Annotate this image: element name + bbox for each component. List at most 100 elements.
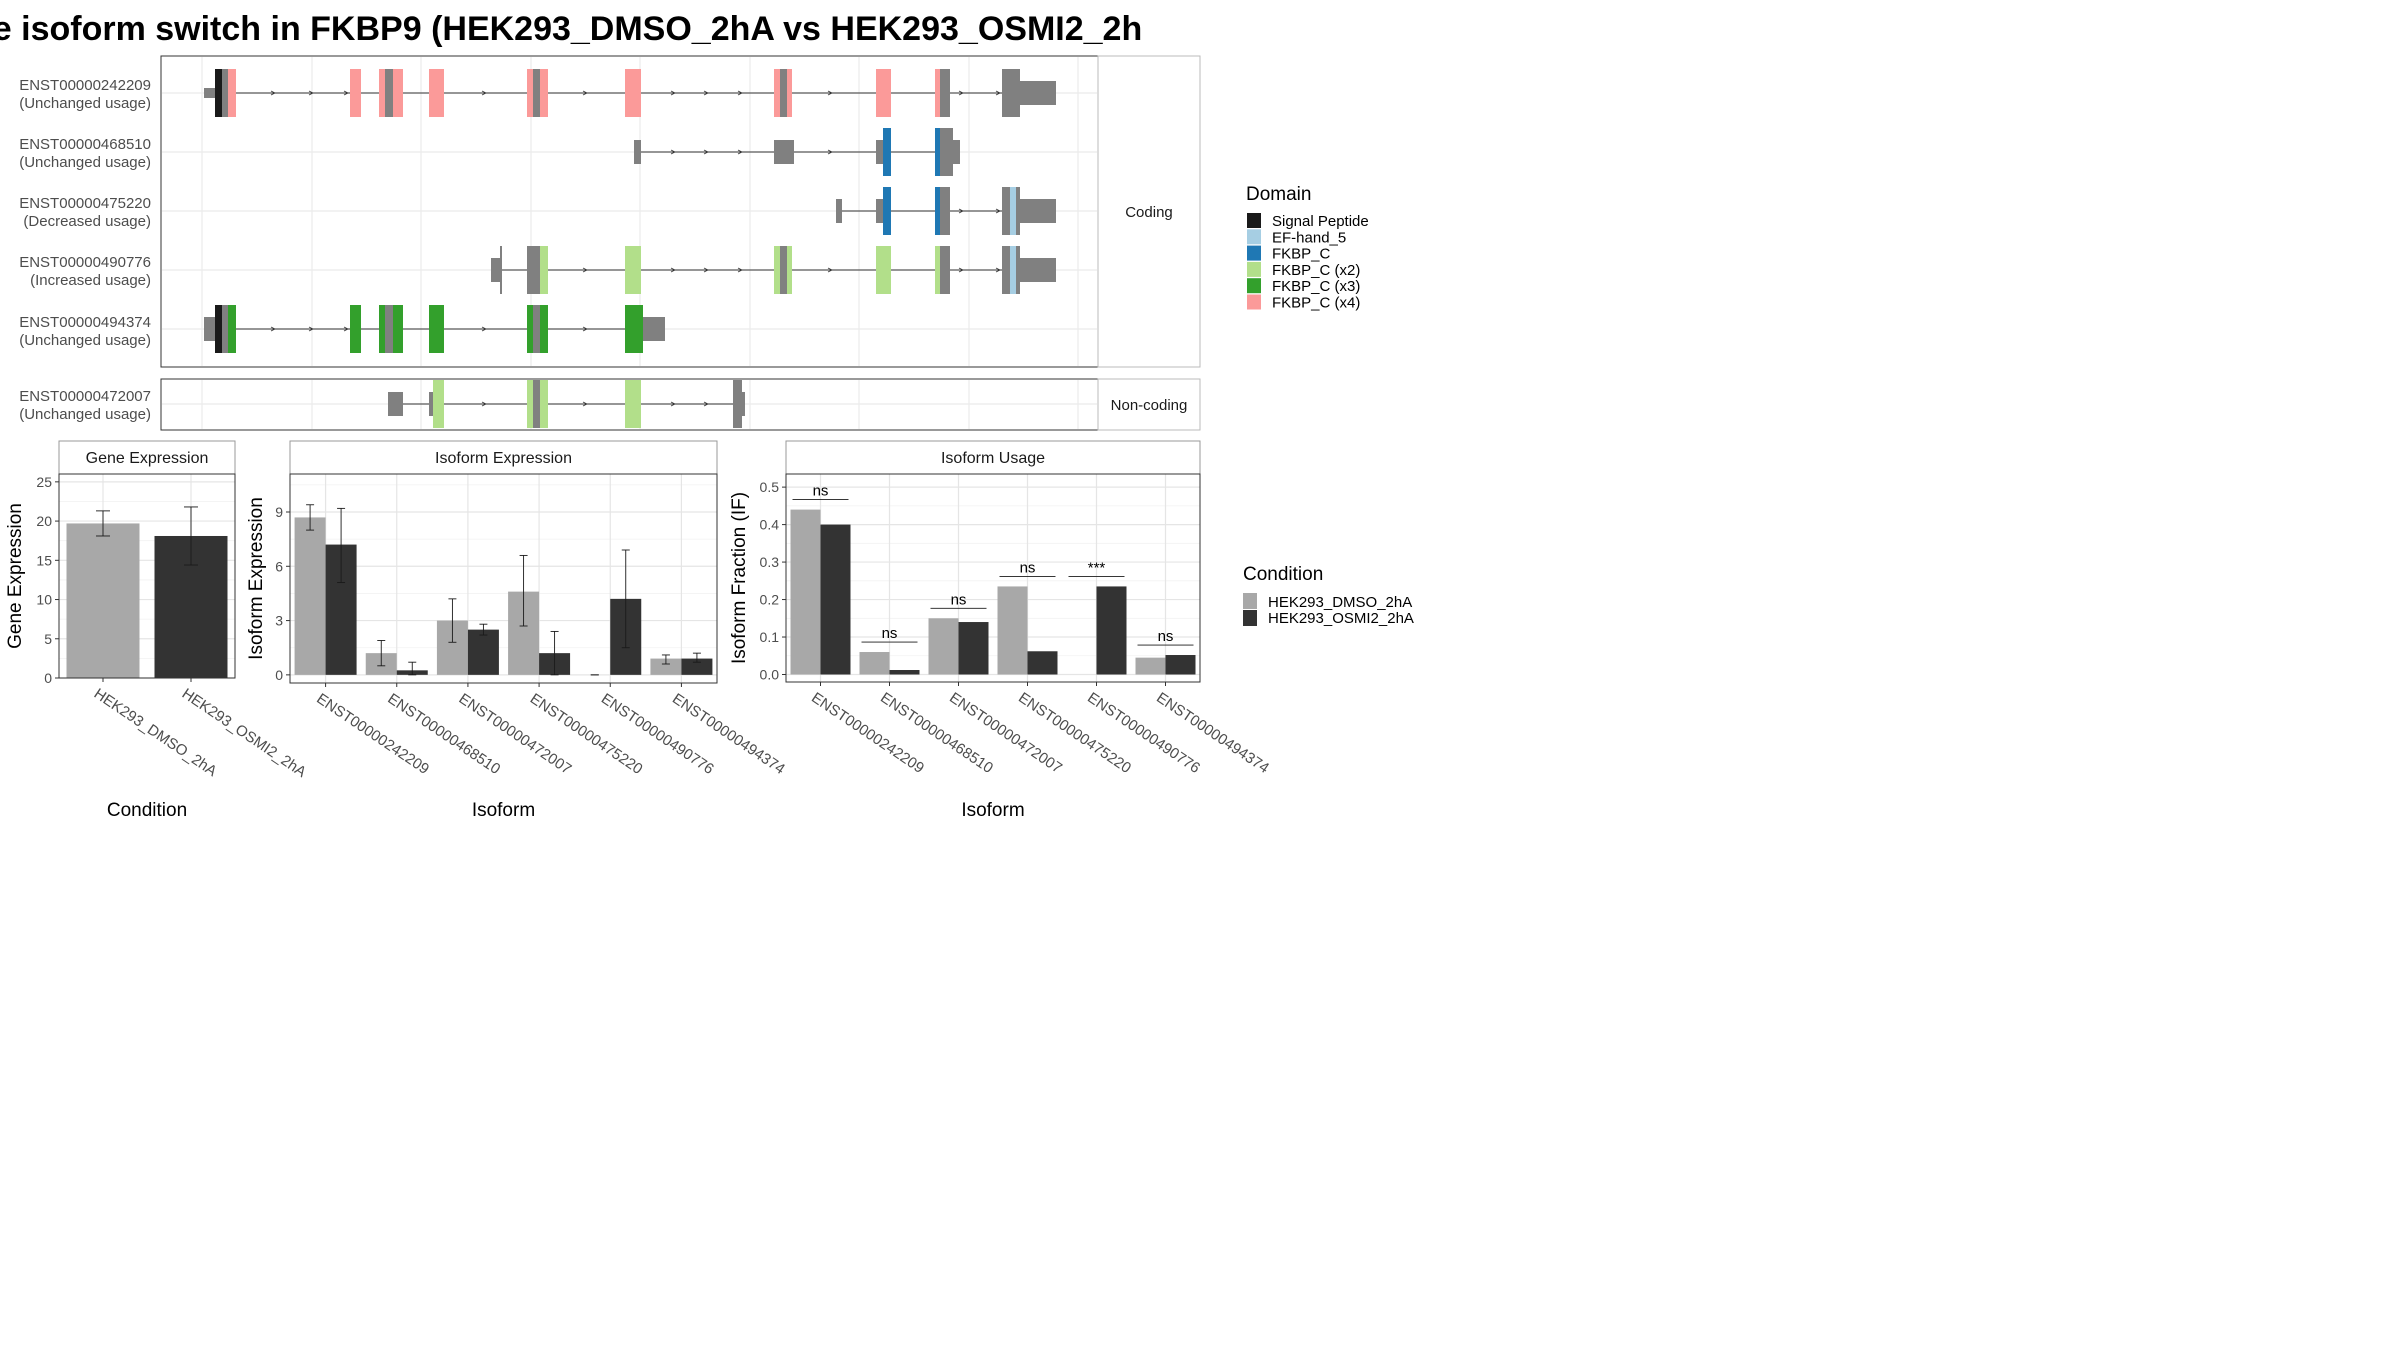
direction-arrow xyxy=(703,401,709,407)
y-tick-label: 5 xyxy=(44,631,52,647)
direction-arrow xyxy=(343,326,349,332)
y-tick-label: 0.5 xyxy=(760,479,780,495)
direction-arrow xyxy=(582,326,588,332)
direction-arrow xyxy=(827,90,833,96)
legend-label-fkbp-c-x4: FKBP_C (x4) xyxy=(1272,295,1360,312)
direction-arrow xyxy=(703,149,709,155)
exon-block xyxy=(533,380,540,428)
direction-arrow xyxy=(481,326,487,332)
exon-block xyxy=(222,69,228,117)
exon-block xyxy=(940,187,950,235)
domain-block xyxy=(228,69,236,117)
exon-block xyxy=(533,69,540,117)
bar xyxy=(1096,586,1127,675)
domain-block xyxy=(429,69,444,117)
exon-block xyxy=(780,69,787,117)
isoform-label-id: ENST00000494374 xyxy=(19,314,151,331)
isoform-track xyxy=(491,246,1056,294)
panel-strip xyxy=(58,440,236,475)
exon-block xyxy=(388,392,403,416)
panel-frame xyxy=(785,473,1201,683)
domain-block xyxy=(935,128,940,176)
domain-block xyxy=(540,246,548,294)
isoform-label-id: ENST00000490776 xyxy=(19,254,151,271)
direction-arrow xyxy=(958,208,964,214)
exon-block xyxy=(774,140,794,164)
bar xyxy=(997,586,1028,675)
x-axis-title: Isoform xyxy=(472,800,535,821)
exon-block xyxy=(1016,187,1020,235)
significance-label: ns xyxy=(813,483,829,500)
direction-arrow xyxy=(958,267,964,273)
bar xyxy=(66,523,140,678)
bar xyxy=(1135,657,1166,675)
direction-arrow xyxy=(308,90,314,96)
y-tick-label: 15 xyxy=(36,552,52,568)
legend-key-ef-hand-5 xyxy=(1247,229,1261,245)
exon-block xyxy=(836,199,842,223)
y-tick-label: 0.0 xyxy=(760,667,780,683)
coding-strip-label: Coding xyxy=(1125,204,1173,221)
isoform-expression-chart: Isoform Expression0369ENST00000242209ENS… xyxy=(246,440,788,821)
bar xyxy=(650,658,682,675)
panel-frame xyxy=(58,473,236,679)
bar xyxy=(1165,655,1196,675)
isoform-track xyxy=(634,128,960,176)
bar xyxy=(889,670,920,675)
domain-block xyxy=(876,246,891,294)
y-axis-title: Gene Expression xyxy=(5,503,26,649)
panel-strip xyxy=(289,440,718,475)
y-tick-label: 9 xyxy=(275,504,283,520)
direction-arrow xyxy=(670,90,676,96)
direction-arrow xyxy=(995,208,1001,214)
exon-block xyxy=(222,305,228,353)
direction-arrow xyxy=(737,149,743,155)
condition-legend: Condition HEK293_DMSO_2hA HEK293_OSMI2_2… xyxy=(1243,564,1414,627)
exon-block xyxy=(940,69,950,117)
domain-legend-title: Domain xyxy=(1246,184,1311,205)
domain-block xyxy=(540,305,548,353)
noncoding-strip-label: Non-coding xyxy=(1111,397,1188,414)
direction-arrow xyxy=(582,90,588,96)
exon-block xyxy=(491,258,501,282)
legend-key-fkbp-c-x2 xyxy=(1247,261,1261,277)
y-tick-label: 10 xyxy=(36,592,52,608)
exon-block xyxy=(385,69,393,117)
y-tick-label: 0.2 xyxy=(760,592,780,608)
isoform-label-usage: (Decreased usage) xyxy=(23,213,151,230)
isoform-tracks xyxy=(204,69,1056,428)
significance-label: ns xyxy=(1020,559,1036,576)
domain-block xyxy=(774,246,780,294)
direction-arrow xyxy=(737,90,743,96)
direction-arrow xyxy=(827,267,833,273)
direction-arrow xyxy=(995,90,1001,96)
y-tick-label: 0.4 xyxy=(760,517,780,533)
domain-block xyxy=(625,380,641,428)
coding-strip xyxy=(1097,55,1201,368)
exon-block xyxy=(500,246,502,294)
domain-block xyxy=(935,69,940,117)
isoform-label-usage: (Unchanged usage) xyxy=(19,154,151,171)
bar xyxy=(681,658,713,675)
domain-block xyxy=(527,305,533,353)
direction-arrow xyxy=(670,149,676,155)
direction-arrow xyxy=(582,267,588,273)
bar xyxy=(790,509,821,675)
isoform-label-usage: (Increased usage) xyxy=(30,272,151,289)
domain-block xyxy=(787,246,792,294)
y-tick-label: 6 xyxy=(275,558,283,574)
direction-arrow xyxy=(703,267,709,273)
x-axis-title: Isoform xyxy=(961,800,1024,821)
panel-strip xyxy=(785,440,1201,475)
legend-label-fkbp-c-x2: FKBP_C (x2) xyxy=(1272,262,1360,279)
isoform-label-id: ENST00000468510 xyxy=(19,136,151,153)
domain-block xyxy=(215,69,222,117)
isoform-label-usage: (Unchanged usage) xyxy=(19,332,151,349)
domain-block xyxy=(540,380,548,428)
legend-key-fkbp-c-x3 xyxy=(1247,278,1261,294)
bar xyxy=(859,652,890,675)
isoform-label-usage: (Unchanged usage) xyxy=(19,95,151,112)
legend-label-fkbp-c: FKBP_C xyxy=(1272,246,1331,263)
exon-block xyxy=(953,140,960,164)
isoform-switch-figure: ne isoform switch in FKBP9 (HEK293_DMSO_… xyxy=(0,10,1414,821)
